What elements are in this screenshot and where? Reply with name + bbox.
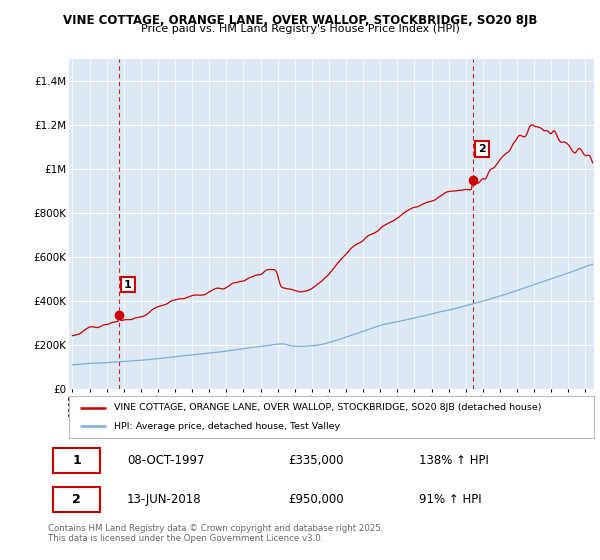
Text: £335,000: £335,000 <box>288 454 344 467</box>
Text: HPI: Average price, detached house, Test Valley: HPI: Average price, detached house, Test… <box>113 422 340 431</box>
Text: 08-OCT-1997: 08-OCT-1997 <box>127 454 205 467</box>
Text: VINE COTTAGE, ORANGE LANE, OVER WALLOP, STOCKBRIDGE, SO20 8JB (detached house): VINE COTTAGE, ORANGE LANE, OVER WALLOP, … <box>113 403 541 412</box>
Text: 138% ↑ HPI: 138% ↑ HPI <box>419 454 489 467</box>
FancyBboxPatch shape <box>53 487 100 512</box>
Text: Price paid vs. HM Land Registry's House Price Index (HPI): Price paid vs. HM Land Registry's House … <box>140 24 460 34</box>
Text: 1: 1 <box>72 454 81 467</box>
Text: £950,000: £950,000 <box>288 493 344 506</box>
Text: 91% ↑ HPI: 91% ↑ HPI <box>419 493 482 506</box>
Text: 2: 2 <box>72 493 81 506</box>
FancyBboxPatch shape <box>53 448 100 473</box>
Text: 2: 2 <box>478 144 486 154</box>
Text: 13-JUN-2018: 13-JUN-2018 <box>127 493 202 506</box>
Text: VINE COTTAGE, ORANGE LANE, OVER WALLOP, STOCKBRIDGE, SO20 8JB: VINE COTTAGE, ORANGE LANE, OVER WALLOP, … <box>63 14 537 27</box>
Text: 1: 1 <box>124 279 132 290</box>
Text: Contains HM Land Registry data © Crown copyright and database right 2025.
This d: Contains HM Land Registry data © Crown c… <box>48 524 383 543</box>
